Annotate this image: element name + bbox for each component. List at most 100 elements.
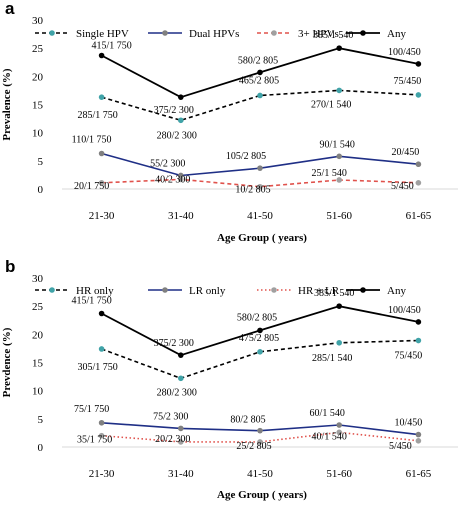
data-label: 75/1 750: [74, 404, 109, 415]
data-label: 25/2 805: [236, 441, 271, 452]
legend-swatch-marker: [360, 30, 366, 36]
data-point: [98, 346, 105, 352]
legend-swatch-marker: [49, 287, 55, 293]
data-point: [336, 422, 343, 428]
data-label: 20/450: [392, 147, 420, 158]
data-label: 100/450: [388, 305, 421, 316]
data-label: 385/1 540: [314, 288, 354, 299]
data-label: 20/1 750: [74, 181, 109, 192]
data-point: [178, 375, 184, 382]
data-point: [257, 92, 263, 99]
data-point: [178, 94, 184, 100]
y-tick-label: 0: [38, 442, 44, 454]
data-label: 415/1 750: [71, 295, 111, 306]
data-label: 270/1 540: [311, 99, 351, 110]
legend-label: Dual HPVs: [189, 28, 239, 40]
x-tick-label: 61-65: [406, 468, 432, 480]
x-axis-title: Age Group ( years): [217, 232, 307, 244]
data-label: 415/1 750: [91, 40, 131, 51]
data-point: [178, 352, 184, 358]
data-point: [178, 176, 184, 183]
x-tick-label: 61-65: [406, 210, 432, 222]
y-tick-label: 20: [32, 71, 44, 83]
data-point: [336, 429, 343, 436]
y-tick-label: 20: [32, 329, 44, 341]
series-line: [101, 178, 419, 188]
x-tick-label: 31-40: [168, 210, 194, 222]
data-point: [98, 310, 105, 317]
data-point: [257, 427, 263, 434]
data-point: [257, 69, 263, 76]
x-axis-title: Age Group ( years): [217, 489, 307, 501]
data-point: [336, 177, 343, 183]
data-point: [415, 438, 422, 444]
legend-swatch-marker: [271, 30, 277, 36]
data-label: 20/2 300: [155, 434, 190, 445]
data-label: 305/1 750: [77, 362, 117, 373]
legend-label: HR + LR: [298, 285, 340, 297]
data-label: 60/1 540: [310, 408, 345, 419]
data-label: 375/2 300: [154, 338, 194, 349]
x-tick-label: 51-60: [326, 468, 352, 480]
series-line: [101, 431, 419, 443]
legend-swatch-marker: [360, 287, 366, 293]
data-point: [178, 172, 184, 179]
y-tick-label: 30: [32, 273, 44, 285]
data-label: 5/450: [389, 441, 412, 452]
legend-label: LR only: [189, 285, 226, 297]
legend-swatch-marker: [271, 287, 277, 293]
data-point: [336, 45, 343, 51]
data-label: 285/1 540: [312, 353, 352, 364]
data-label: 385/1 540: [313, 30, 353, 41]
y-tick-label: 25: [32, 301, 44, 313]
data-point: [336, 303, 343, 309]
data-point: [257, 348, 263, 355]
legend-swatch-marker: [162, 30, 168, 36]
y-tick-label: 5: [38, 156, 44, 168]
data-point: [98, 94, 105, 100]
y-tick-label: 10: [32, 128, 44, 140]
chart-panel-a: a 0 5 10 15 20 25 30 21-30 31-40 41-50 51-60 61-65 Ag…: [1, 0, 458, 244]
y-tick-label: 30: [32, 15, 44, 27]
y-tick-label: 10: [32, 386, 44, 398]
data-label: 5/450: [391, 181, 414, 192]
data-label: 75/450: [394, 76, 422, 87]
data-point: [98, 419, 105, 426]
data-label: 580/2 805: [237, 312, 277, 323]
x-tick-label: 41-50: [247, 468, 273, 480]
data-point: [415, 92, 422, 98]
y-tick-label: 5: [38, 414, 44, 426]
x-tick-label: 51-60: [326, 210, 352, 222]
legend-label: Single HPV: [76, 28, 129, 40]
data-point: [415, 319, 422, 325]
data-point: [415, 161, 422, 168]
data-label: 105/2 805: [226, 151, 266, 162]
data-point: [178, 425, 184, 432]
legend-label: Any: [387, 285, 406, 297]
legend-label: Any: [387, 28, 406, 40]
data-label: 475/2 805: [239, 333, 279, 344]
data-label: 90/1 540: [320, 139, 355, 150]
data-point: [98, 432, 105, 439]
y-tick-label: 15: [32, 100, 44, 112]
data-label: 10/450: [395, 418, 423, 429]
data-point: [98, 180, 105, 186]
legend-label: 3+ HPVs: [298, 28, 339, 40]
x-tick-label: 21-30: [89, 210, 115, 222]
x-tick-label: 41-50: [247, 210, 273, 222]
data-point: [257, 165, 263, 171]
data-point: [98, 52, 105, 59]
panel-letter: b: [5, 257, 15, 276]
data-point: [257, 183, 263, 190]
panel-letter: a: [5, 0, 15, 18]
data-label: 100/450: [388, 47, 421, 58]
data-label: 25/1 540: [312, 168, 347, 179]
y-axis-title: Prevdence (%): [1, 327, 13, 397]
data-point: [336, 339, 343, 346]
data-label: 40/1 540: [312, 431, 347, 442]
data-point: [98, 150, 105, 157]
legend-label: HR only: [76, 285, 114, 297]
data-point: [415, 337, 422, 344]
data-label: 40/2 300: [155, 174, 190, 185]
